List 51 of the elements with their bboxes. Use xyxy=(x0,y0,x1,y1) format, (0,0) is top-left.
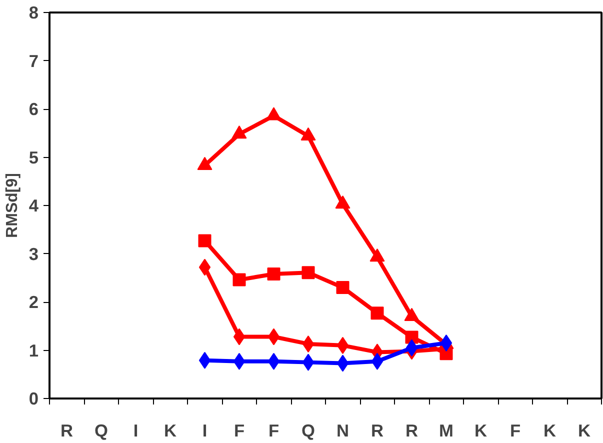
x-tick-label: R xyxy=(60,420,74,440)
point xyxy=(300,127,316,141)
x-tick-label: I xyxy=(202,420,208,440)
point xyxy=(233,328,246,346)
point xyxy=(268,352,280,370)
point xyxy=(370,306,384,320)
x-tick-label: F xyxy=(510,420,521,440)
x-tick-label: M xyxy=(439,420,454,440)
x-tick-label: R xyxy=(405,420,418,440)
point xyxy=(198,234,212,248)
y-tick-label: 2 xyxy=(28,292,39,312)
x-tick-label: R xyxy=(370,420,384,440)
y-tick-label: 6 xyxy=(28,99,39,119)
point xyxy=(302,335,314,352)
x-tick-label: Q xyxy=(302,420,315,440)
point xyxy=(302,354,314,371)
point xyxy=(268,328,280,346)
point xyxy=(233,352,246,370)
point xyxy=(232,126,247,139)
y-tick-label: 3 xyxy=(28,244,39,264)
point xyxy=(336,281,350,294)
y-tick-label: 1 xyxy=(28,340,39,360)
y-tick-label: 7 xyxy=(28,50,39,71)
x-tick-label: K xyxy=(474,420,488,440)
y-tick-label: 8 xyxy=(28,2,39,22)
y-tick-label: 5 xyxy=(28,147,39,168)
x-tick-label: I xyxy=(133,420,138,440)
point xyxy=(336,336,349,354)
x-tick-label: F xyxy=(268,420,280,440)
point xyxy=(267,268,280,281)
x-tick-label: K xyxy=(164,420,177,440)
x-tick-label: F xyxy=(234,420,245,440)
point xyxy=(266,107,282,120)
x-tick-label: K xyxy=(578,420,591,440)
x-tick-label: K xyxy=(543,420,556,440)
point xyxy=(371,352,384,370)
x-tick-label: Q xyxy=(94,420,108,440)
point xyxy=(405,330,418,344)
point xyxy=(336,354,349,372)
x-tick-label: N xyxy=(336,420,350,440)
point xyxy=(197,156,212,170)
y-tick-label: 4 xyxy=(28,196,39,216)
point xyxy=(302,266,315,280)
point xyxy=(370,248,385,262)
point xyxy=(232,273,246,286)
y-tick-label: 0 xyxy=(28,388,39,408)
point xyxy=(198,258,211,276)
point xyxy=(198,352,211,369)
point xyxy=(406,339,418,356)
point xyxy=(335,195,350,209)
y-axis-title: RMSd[9] xyxy=(4,173,21,238)
